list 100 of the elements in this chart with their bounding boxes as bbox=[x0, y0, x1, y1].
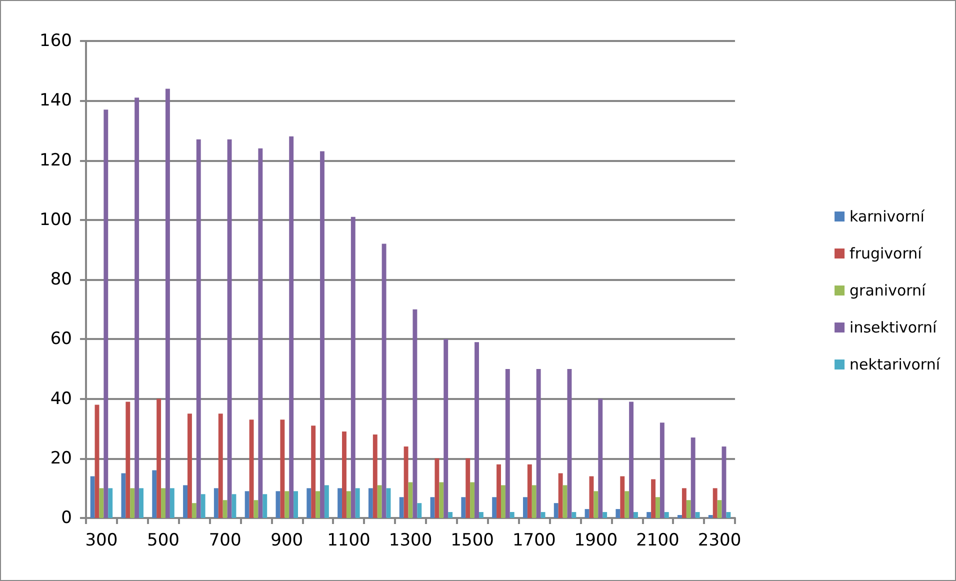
bar bbox=[417, 503, 422, 518]
bar bbox=[192, 503, 196, 518]
x-tick-label: 1300 bbox=[388, 530, 432, 550]
bar bbox=[121, 473, 126, 518]
bar bbox=[682, 488, 686, 518]
bar bbox=[368, 488, 373, 518]
bar bbox=[200, 494, 206, 518]
bar bbox=[196, 139, 201, 518]
x-tick-label: 2300 bbox=[698, 530, 742, 550]
bar bbox=[258, 148, 263, 518]
bar bbox=[311, 426, 316, 518]
bar bbox=[386, 488, 391, 518]
bar bbox=[412, 309, 418, 518]
bar bbox=[161, 488, 166, 518]
x-tick-label: 500 bbox=[147, 530, 180, 550]
bar bbox=[355, 488, 360, 518]
bar bbox=[634, 512, 638, 518]
bar bbox=[222, 500, 228, 518]
bar bbox=[678, 515, 682, 518]
bar bbox=[320, 151, 324, 518]
bar bbox=[532, 485, 536, 518]
bar bbox=[439, 482, 444, 518]
y-tick-label: 60 bbox=[50, 329, 72, 350]
bar bbox=[404, 446, 408, 518]
bar bbox=[664, 512, 669, 518]
bar bbox=[338, 488, 342, 518]
bar bbox=[90, 476, 95, 518]
bar bbox=[276, 491, 280, 518]
legend-label: insektivorní bbox=[850, 318, 938, 336]
bar bbox=[717, 500, 722, 518]
y-tick-label: 80 bbox=[50, 270, 72, 290]
bar bbox=[492, 497, 497, 518]
bar bbox=[444, 339, 448, 518]
bar bbox=[461, 497, 466, 518]
bar bbox=[496, 464, 501, 518]
legend-label: granivorní bbox=[850, 282, 927, 300]
bar bbox=[536, 368, 541, 518]
bar bbox=[244, 491, 250, 518]
bar bbox=[316, 491, 320, 518]
bar bbox=[572, 512, 576, 518]
x-tick-label: 1700 bbox=[512, 530, 556, 550]
bar bbox=[558, 473, 563, 518]
bar bbox=[651, 479, 656, 518]
bar bbox=[342, 432, 346, 518]
bar bbox=[214, 488, 218, 518]
bar bbox=[567, 368, 572, 518]
bar bbox=[232, 494, 236, 518]
bar bbox=[218, 414, 223, 518]
bar bbox=[183, 485, 188, 518]
bar bbox=[372, 434, 378, 518]
bar bbox=[254, 500, 258, 518]
bar bbox=[408, 482, 413, 518]
bar bbox=[646, 512, 652, 518]
bar bbox=[104, 110, 108, 518]
bar bbox=[695, 512, 700, 518]
bar bbox=[99, 488, 104, 518]
bar bbox=[620, 476, 625, 518]
bar bbox=[382, 244, 386, 518]
bar bbox=[152, 470, 157, 518]
bar bbox=[624, 491, 630, 518]
bar bbox=[126, 402, 130, 518]
y-tick-label: 160 bbox=[40, 31, 72, 51]
bar bbox=[249, 420, 254, 518]
bar bbox=[399, 497, 404, 518]
bar bbox=[262, 494, 268, 518]
y-tick-label: 20 bbox=[50, 448, 72, 468]
bar bbox=[324, 485, 329, 518]
bar bbox=[294, 491, 298, 518]
bar bbox=[726, 512, 731, 518]
bar bbox=[280, 420, 285, 518]
bar bbox=[594, 491, 598, 518]
bar bbox=[284, 491, 290, 518]
bar bbox=[466, 458, 470, 518]
bar bbox=[660, 422, 664, 518]
bar bbox=[94, 404, 100, 518]
bar bbox=[448, 512, 453, 518]
legend-label: nektarivorní bbox=[850, 356, 941, 374]
bar bbox=[478, 512, 484, 518]
bar bbox=[187, 414, 192, 518]
bar bbox=[346, 491, 351, 518]
bar bbox=[130, 488, 135, 518]
y-tick-label: 100 bbox=[40, 210, 72, 230]
bar bbox=[712, 488, 718, 518]
legend-label: karnivorní bbox=[850, 208, 926, 226]
bar bbox=[377, 485, 382, 518]
x-tick-label: 1900 bbox=[574, 530, 618, 550]
bar bbox=[690, 438, 696, 518]
bar bbox=[584, 509, 590, 518]
bar bbox=[656, 497, 660, 518]
bar bbox=[108, 488, 113, 518]
bar bbox=[170, 488, 174, 518]
bar bbox=[134, 98, 140, 518]
legend-label: frugivorní bbox=[850, 244, 923, 262]
x-tick-label: 1100 bbox=[327, 530, 370, 550]
bar bbox=[522, 497, 528, 518]
bar bbox=[306, 488, 312, 518]
bar bbox=[510, 512, 514, 518]
bar bbox=[470, 482, 475, 518]
y-tick-label: 0 bbox=[61, 508, 72, 528]
bar bbox=[708, 515, 713, 518]
